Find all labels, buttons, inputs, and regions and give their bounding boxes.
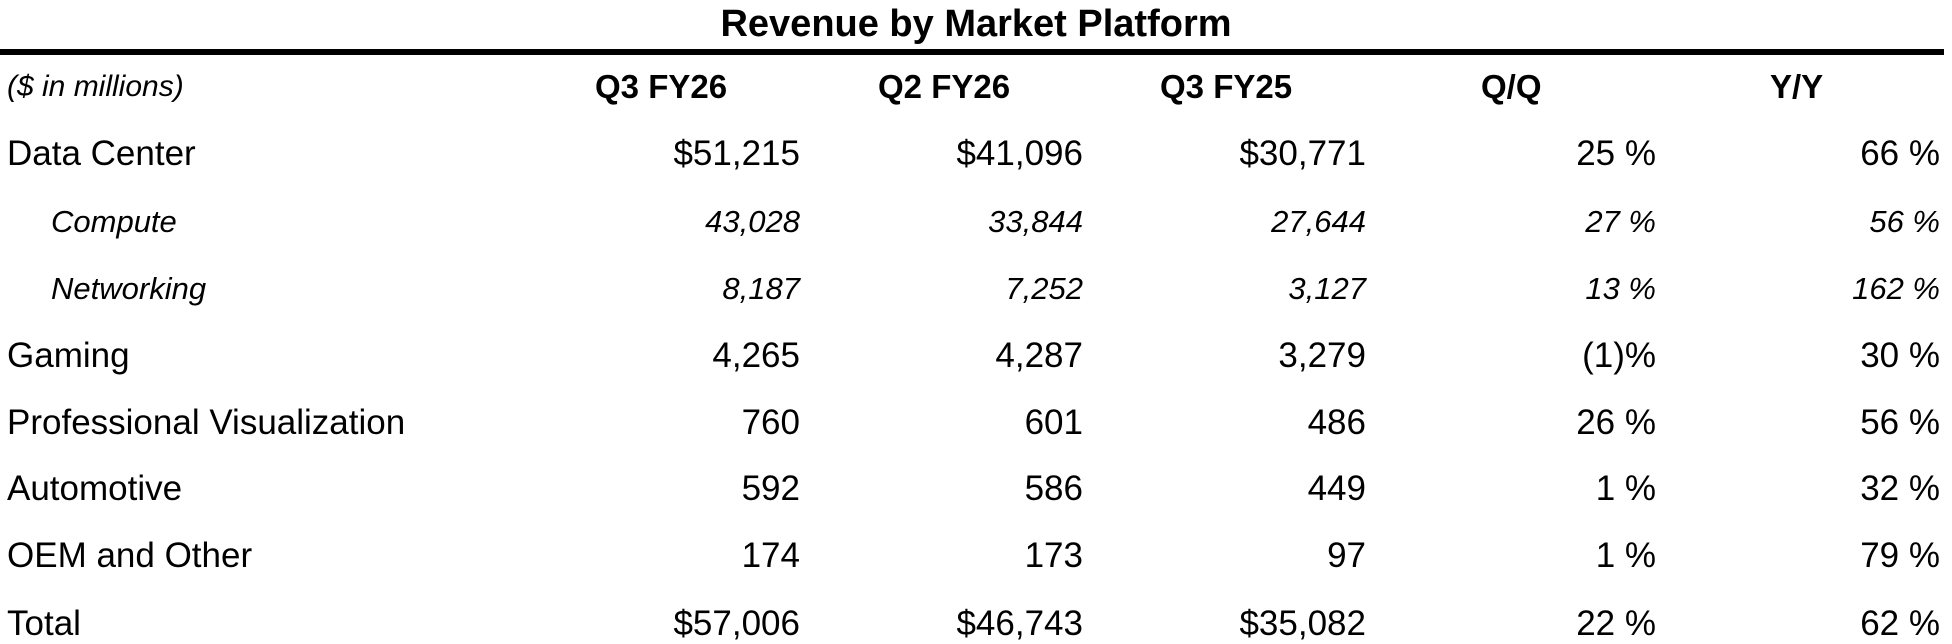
table-cell: 4,265 bbox=[712, 336, 800, 375]
table-cell: 173 bbox=[1024, 536, 1083, 575]
table-cell: $35,082 bbox=[1239, 604, 1366, 643]
table-cell: 79 % bbox=[1860, 536, 1940, 575]
table-cell: (1)% bbox=[1582, 336, 1656, 375]
row-label: Professional Visualization bbox=[7, 403, 406, 442]
row-label: Gaming bbox=[7, 336, 130, 375]
row-label: Total bbox=[7, 604, 81, 643]
column-header: Q/Q bbox=[1481, 68, 1542, 105]
table-cell: $51,215 bbox=[673, 134, 800, 173]
table-cell: 601 bbox=[1024, 403, 1083, 442]
table-cell: 4,287 bbox=[995, 336, 1083, 375]
table-cell: 66 % bbox=[1860, 134, 1940, 173]
column-header: Q2 FY26 bbox=[878, 68, 1011, 105]
table-cell: $46,743 bbox=[956, 604, 1083, 643]
table-cell: 7,252 bbox=[1005, 271, 1083, 306]
table-cell: 22 % bbox=[1576, 604, 1656, 643]
table-cell: 586 bbox=[1024, 469, 1083, 508]
table-cell: $57,006 bbox=[673, 604, 800, 643]
table-cell: 33,844 bbox=[988, 204, 1083, 239]
table-cell: 30 % bbox=[1860, 336, 1940, 375]
table-cell: 26 % bbox=[1576, 403, 1656, 442]
table-cell: 25 % bbox=[1576, 134, 1656, 173]
table-cell: 3,279 bbox=[1278, 336, 1366, 375]
table-cell: 1 % bbox=[1595, 536, 1656, 575]
row-label: Networking bbox=[51, 271, 207, 306]
row-label: OEM and Other bbox=[7, 536, 253, 575]
row-label: Automotive bbox=[7, 469, 183, 508]
table-cell: 56 % bbox=[1860, 403, 1940, 442]
row-label: Compute bbox=[51, 204, 177, 239]
column-header: ($ in millions) bbox=[7, 70, 184, 103]
table-cell: 1 % bbox=[1595, 469, 1656, 508]
table-cell: 162 % bbox=[1852, 271, 1940, 306]
table-cell: 3,127 bbox=[1288, 271, 1366, 306]
table-cell: $30,771 bbox=[1239, 134, 1366, 173]
table-title: Revenue by Market Platform bbox=[720, 3, 1232, 45]
table-cell: 27 % bbox=[1585, 204, 1656, 239]
table-cell: $41,096 bbox=[956, 134, 1083, 173]
table-cell: 174 bbox=[741, 536, 800, 575]
table-cell: 27,644 bbox=[1271, 204, 1366, 239]
table-cell: 592 bbox=[741, 469, 800, 508]
table-cell: 8,187 bbox=[722, 271, 800, 306]
table-cell: 97 bbox=[1327, 536, 1366, 575]
table-cell: 13 % bbox=[1585, 271, 1656, 306]
header-rule bbox=[0, 49, 1944, 55]
table-cell: 449 bbox=[1307, 469, 1366, 508]
table-cell: 760 bbox=[741, 403, 800, 442]
row-label: Data Center bbox=[7, 134, 196, 173]
table-cell: 486 bbox=[1307, 403, 1366, 442]
column-header: Q3 FY26 bbox=[595, 68, 728, 105]
table-cell: 62 % bbox=[1860, 604, 1940, 643]
column-header: Q3 FY25 bbox=[1160, 68, 1293, 105]
column-header: Y/Y bbox=[1770, 68, 1824, 105]
table-cell: 43,028 bbox=[705, 204, 800, 239]
table-cell: 56 % bbox=[1869, 204, 1940, 239]
table-cell: 32 % bbox=[1860, 469, 1940, 508]
